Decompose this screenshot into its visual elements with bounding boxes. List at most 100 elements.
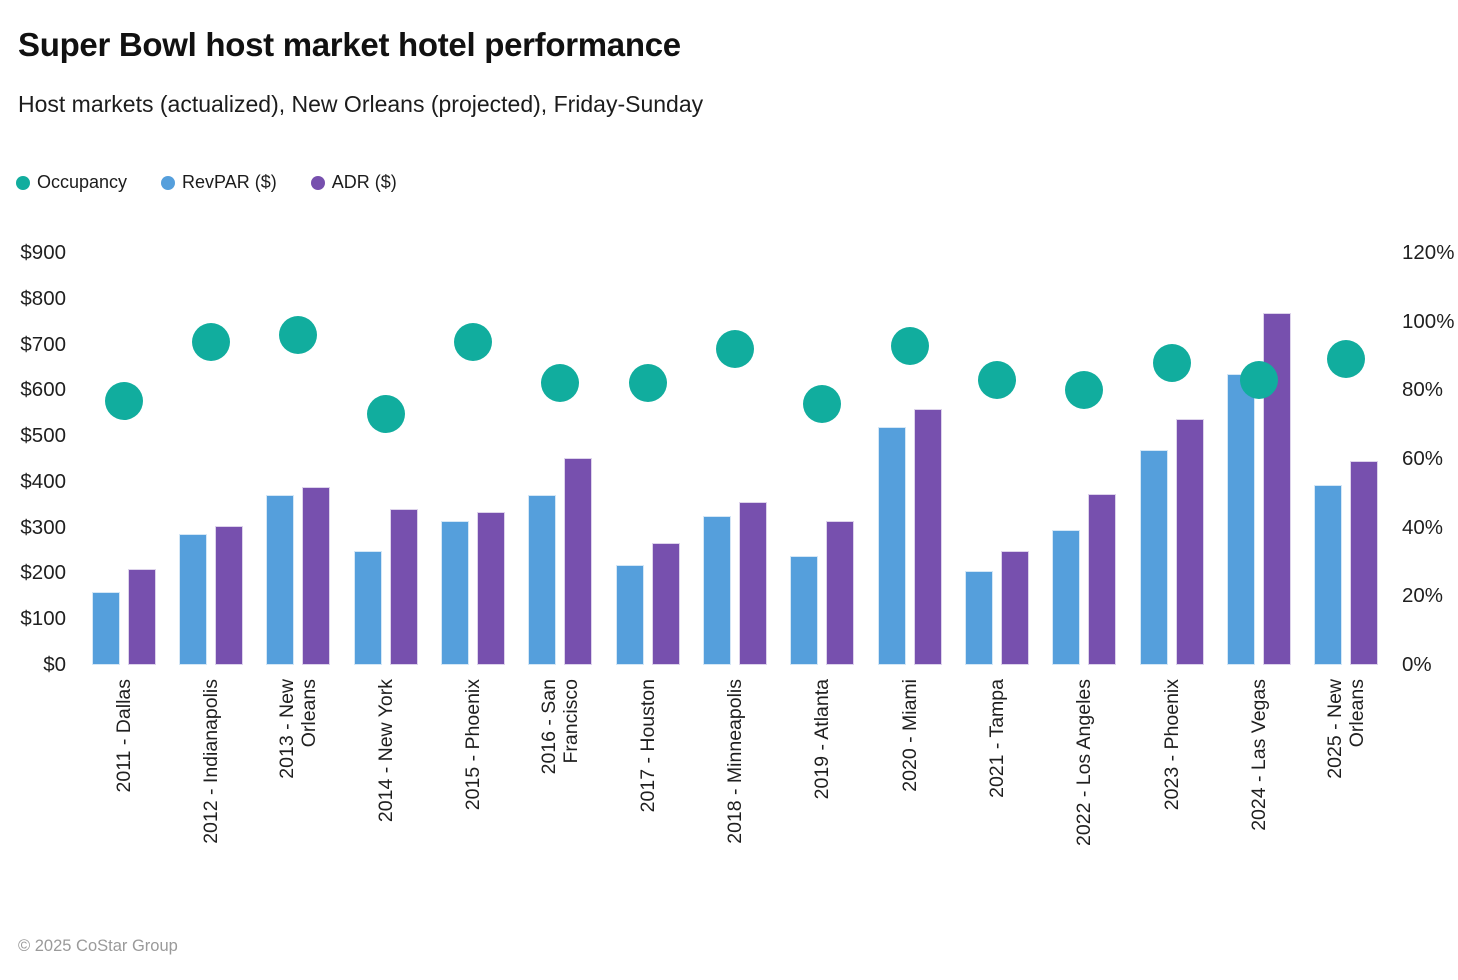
occupancy-point[interactable]	[104, 381, 143, 420]
left-axis-tick: $800	[20, 286, 66, 310]
x-axis-category-cell: 2022 - Los Angeles	[1041, 665, 1128, 927]
revpar-bar[interactable]	[615, 564, 644, 665]
bar-group	[80, 253, 167, 665]
revpar-bar[interactable]	[877, 426, 906, 665]
x-axis-category-cell: 2017 - Houston	[604, 665, 691, 927]
bar-group	[1215, 253, 1302, 665]
adr-bar[interactable]	[738, 502, 767, 665]
legend-item-adr[interactable]: ADR ($)	[310, 172, 397, 193]
chart-area: $0 $100 $200 $300 $400 $500 $600 $700 $800 $900 0…	[0, 242, 1458, 927]
adr-legend-dot-icon	[310, 175, 325, 190]
left-value-axis: $0 $100 $200 $300 $400 $500 $600 $700 $800 $900	[0, 242, 80, 676]
bar-group	[953, 253, 1040, 665]
revpar-bar[interactable]	[178, 533, 207, 665]
adr-bar[interactable]	[302, 486, 331, 665]
revpar-bar[interactable]	[528, 495, 557, 665]
left-axis-tick: $400	[20, 469, 66, 493]
legend-item-revpar[interactable]: RevPAR ($)	[161, 172, 277, 193]
x-axis-category-cell: 2023 - Phoenix	[1128, 665, 1215, 927]
adr-bar[interactable]	[1000, 551, 1029, 665]
revpar-bar[interactable]	[266, 495, 295, 665]
bar-group	[779, 253, 866, 665]
adr-bar[interactable]	[389, 509, 418, 665]
adr-bar[interactable]	[651, 542, 680, 665]
occupancy-point[interactable]	[1152, 343, 1191, 382]
bar-group	[1303, 253, 1390, 665]
right-axis-tick: 120%	[1402, 241, 1455, 264]
bar-group	[342, 253, 429, 665]
occupancy-point[interactable]	[366, 395, 405, 434]
x-axis-category-cell: 2025 - New Orleans	[1303, 665, 1390, 927]
occupancy-point[interactable]	[453, 323, 492, 362]
x-axis-category-label: 2014 - New York	[374, 679, 397, 823]
adr-bar[interactable]	[1088, 494, 1117, 665]
bar-group	[255, 253, 342, 665]
revpar-bar[interactable]	[440, 521, 469, 665]
x-axis-category-label: 2023 - Phoenix	[1160, 679, 1183, 811]
occupancy-point[interactable]	[279, 316, 318, 355]
occupancy-point[interactable]	[803, 385, 842, 424]
bar-group	[866, 253, 953, 665]
occupancy-point[interactable]	[191, 323, 230, 362]
x-axis-category-label: 2019 - Atlanta	[811, 679, 834, 800]
revpar-bar[interactable]	[964, 571, 993, 665]
bar-group	[691, 253, 778, 665]
x-axis-category-label: 2017 - Houston	[636, 679, 659, 813]
adr-bar[interactable]	[564, 457, 593, 665]
copyright-note: © 2025 CoStar Group	[18, 937, 178, 955]
adr-bar[interactable]	[1350, 460, 1379, 665]
revpar-bar[interactable]	[702, 515, 731, 665]
right-axis-tick: 20%	[1402, 584, 1444, 608]
bar-group	[429, 253, 516, 665]
x-axis-category-cell: 2024 - Las Vegas	[1215, 665, 1302, 927]
x-axis-category-cell: 2019 - Atlanta	[779, 665, 866, 927]
right-axis-tick: 100%	[1402, 309, 1455, 333]
occupancy-point[interactable]	[1327, 340, 1366, 379]
left-axis-tick: $700	[20, 332, 66, 356]
adr-bar[interactable]	[476, 512, 505, 665]
left-axis-tick: $100	[20, 607, 66, 631]
bar-group	[1128, 253, 1215, 665]
chart-title: Super Bowl host market hotel performance	[18, 26, 681, 63]
revpar-bar[interactable]	[91, 591, 120, 665]
x-axis-category-cell: 2014 - New York	[342, 665, 429, 927]
x-axis-category-cell: 2011 - Dallas	[80, 665, 167, 927]
x-axis-category-label: 2016 - San Francisco	[538, 679, 583, 775]
x-axis-category-label: 2022 - Los Angeles	[1073, 679, 1096, 846]
legend-label: Occupancy	[37, 172, 128, 192]
revpar-bar[interactable]	[1226, 373, 1255, 665]
revpar-bar[interactable]	[790, 556, 819, 665]
revpar-bar[interactable]	[1314, 484, 1343, 665]
right-axis-tick: 80%	[1402, 378, 1444, 402]
legend-item-occupancy[interactable]: Occupancy	[16, 172, 127, 193]
occupancy-point[interactable]	[541, 364, 580, 403]
occupancy-point[interactable]	[1065, 371, 1104, 410]
right-percent-axis: 0% 20% 40% 60% 80% 100% 120%	[1390, 242, 1458, 676]
bar-group	[1041, 253, 1128, 665]
x-axis-category-label: 2011 - Dallas	[112, 679, 135, 793]
occupancy-point[interactable]	[628, 364, 667, 403]
legend-label: ADR ($)	[331, 172, 397, 192]
occupancy-point[interactable]	[715, 330, 754, 369]
occupancy-point[interactable]	[977, 361, 1016, 400]
legend-label: RevPAR ($)	[182, 172, 277, 192]
adr-bar[interactable]	[913, 408, 942, 665]
revpar-bar[interactable]	[1052, 529, 1081, 665]
adr-bar[interactable]	[1175, 419, 1204, 665]
x-axis-category-cell: 2016 - San Francisco	[517, 665, 604, 927]
adr-bar[interactable]	[127, 569, 156, 665]
left-axis-tick: $500	[20, 424, 66, 448]
adr-bar[interactable]	[826, 521, 855, 665]
bar-group	[517, 253, 604, 665]
x-axis-category-label: 2024 - Las Vegas	[1247, 679, 1270, 831]
revpar-bar[interactable]	[353, 551, 382, 665]
right-axis-tick: 0%	[1402, 653, 1432, 676]
adr-bar[interactable]	[214, 525, 243, 665]
occupancy-point[interactable]	[1239, 361, 1278, 400]
occupancy-point[interactable]	[890, 326, 929, 365]
revpar-bar[interactable]	[1139, 449, 1168, 665]
x-axis-category-cell: 2020 - Miami	[866, 665, 953, 927]
right-axis-tick: 60%	[1402, 447, 1444, 470]
legend: Occupancy RevPAR ($) ADR ($)	[16, 172, 1458, 193]
